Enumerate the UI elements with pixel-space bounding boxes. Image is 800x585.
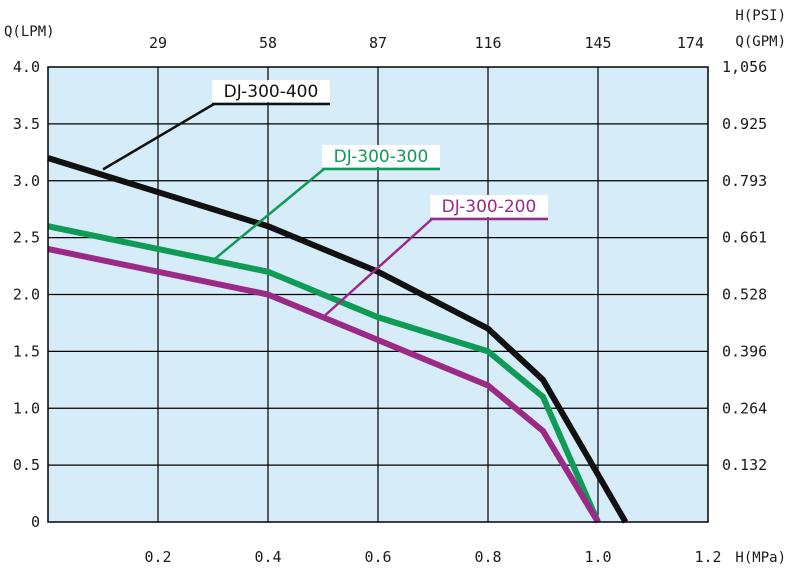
series-line-dj-300-200 [47, 246, 601, 524]
data-series [47, 155, 629, 524]
callout-label-dj-300-200: DJ-300-200 [442, 197, 537, 217]
right-tick-label: 0.264 [722, 399, 767, 417]
series-line-dj-300-300 [47, 223, 601, 524]
callout-leader-dj-300-200 [322, 218, 433, 319]
x-tick-label: 0.2 [144, 548, 171, 566]
right-tick-label: 0.793 [722, 172, 767, 190]
series-line-dj-300-400 [47, 155, 629, 524]
callouts: DJ-300-400 DJ-300-300 DJ-300-200 [102, 80, 548, 319]
callout-box-dj-300-200 [430, 195, 548, 217]
x-tick-label: 0.4 [254, 548, 281, 566]
top-tick-label: 58 [259, 34, 277, 52]
callout-leader-dj-300-300 [212, 168, 325, 262]
callout-label-dj-300-400: DJ-300-400 [224, 82, 319, 102]
y-tick-label: 4.0 [13, 58, 40, 76]
x-tick-label: 0.6 [364, 548, 391, 566]
right-tick-label: 0.132 [722, 456, 767, 474]
x-tick-label: 1.0 [584, 548, 611, 566]
right-tick-label: 0.661 [722, 229, 767, 247]
right-tick-label: 0.528 [722, 286, 767, 304]
y-axis-title: Q(LPM) [4, 24, 55, 40]
right-tick-label: 0.396 [722, 342, 767, 360]
top-tick-label: 116 [474, 34, 501, 52]
callout-box-dj-300-300 [322, 145, 440, 167]
top-tick-label: 174 [677, 34, 704, 52]
y-tick-label: 0 [31, 513, 40, 531]
x-tick-label: 1.2 [694, 548, 721, 566]
axis-tick-labels: 0 0.5 1.0 1.5 2.0 2.5 3.0 3.5 4.0 0.2 0.4 0.6 0.8 1.0… [13, 34, 767, 566]
right-axis-title: Q(GPM) [735, 34, 786, 50]
callout-leader-dj-300-400 [102, 102, 215, 171]
y-tick-label: 0.5 [13, 456, 40, 474]
y-tick-label: 3.0 [13, 172, 40, 190]
right-tick-label: 1,056 [722, 58, 767, 76]
top-tick-label: 145 [584, 34, 611, 52]
top-axis-title: H(PSI) [735, 8, 786, 24]
x-tick-label: 0.8 [474, 548, 501, 566]
top-tick-label: 87 [369, 34, 387, 52]
y-tick-label: 2.5 [13, 229, 40, 247]
y-tick-label: 1.0 [13, 399, 40, 417]
callout-box-dj-300-400 [212, 80, 330, 102]
right-tick-label: 0.925 [722, 115, 767, 133]
callout-label-dj-300-300: DJ-300-300 [334, 147, 429, 167]
x-axis-title: H(MPa) [735, 550, 786, 566]
y-tick-label: 2.0 [13, 286, 40, 304]
y-tick-label: 1.5 [13, 342, 40, 360]
top-tick-label: 29 [149, 34, 167, 52]
y-tick-label: 3.5 [13, 115, 40, 133]
plot-frame [47, 66, 709, 523]
